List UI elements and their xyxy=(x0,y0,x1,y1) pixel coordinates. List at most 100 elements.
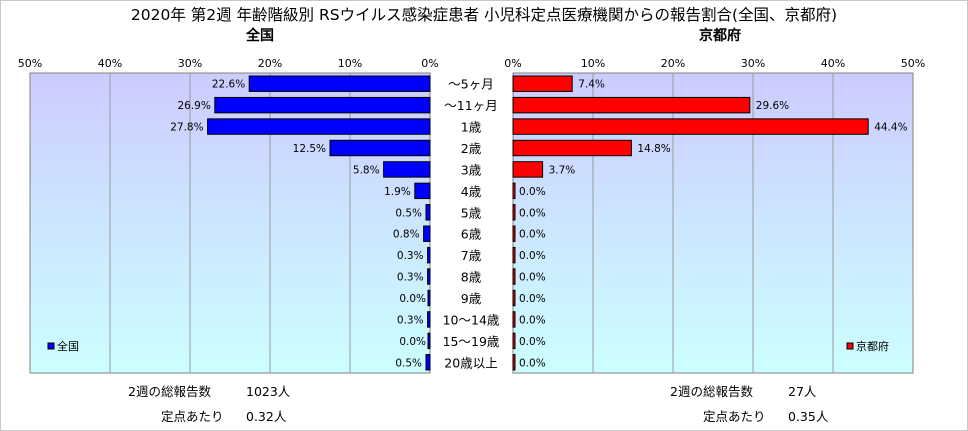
data-label-national: 0.0% xyxy=(399,336,426,348)
bar-national xyxy=(427,268,431,285)
category-label: 20歳以上 xyxy=(444,355,497,370)
x-tick-label-national: 40% xyxy=(98,57,122,70)
bar-kyoto xyxy=(512,289,516,307)
bar-kyoto xyxy=(512,75,573,92)
x-tick-label-kyoto: 50% xyxy=(901,57,925,70)
bar-kyoto xyxy=(512,161,544,178)
legend-label-kyoto: 京都府 xyxy=(856,339,889,353)
data-label-national: 0.8% xyxy=(393,229,420,241)
footer-per-site-label-kyoto: 定点あたり xyxy=(703,409,766,424)
data-label-national: 0.5% xyxy=(395,357,422,369)
legend-label-national: 全国 xyxy=(57,339,79,353)
footer-total-label-kyoto: 2週の総報告数 xyxy=(670,384,753,399)
data-label-national: 0.0% xyxy=(399,293,426,305)
bar-kyoto xyxy=(512,354,516,371)
chart-title: 2020年 第2週 年齢階級別 RSウイルス感染症患者 小児科定点医療機関からの… xyxy=(130,6,838,24)
x-tick-label-kyoto: 30% xyxy=(741,57,765,70)
bar-national xyxy=(425,204,431,221)
bar-national xyxy=(207,118,431,135)
footer-total-value-kyoto: 27人 xyxy=(788,384,817,399)
data-label-kyoto: 3.7% xyxy=(549,164,576,176)
category-label: 2歳 xyxy=(461,141,482,156)
data-label-national: 27.8% xyxy=(170,122,203,134)
category-label: ～5ヶ月 xyxy=(448,77,493,92)
bar-national xyxy=(427,311,431,328)
bar-national xyxy=(427,332,431,350)
footer-total-value-national: 1023人 xyxy=(246,384,291,399)
bar-national xyxy=(414,182,431,200)
footer-per-site-value-kyoto: 0.35人 xyxy=(788,409,829,424)
data-label-national: 5.8% xyxy=(353,164,380,176)
category-label: 5歳 xyxy=(461,205,482,220)
data-label-kyoto: 0.0% xyxy=(519,293,546,305)
x-tick-label-kyoto: 0% xyxy=(504,57,521,70)
bar-kyoto xyxy=(512,246,516,264)
bar-national xyxy=(427,246,431,264)
category-label: 10～14歳 xyxy=(443,312,500,327)
x-tick-label-national: 0% xyxy=(421,57,438,70)
data-label-national: 12.5% xyxy=(293,143,326,155)
subtitle-kyoto: 京都府 xyxy=(699,28,741,44)
bar-kyoto xyxy=(512,118,869,135)
bar-kyoto xyxy=(512,268,516,285)
data-label-kyoto: 44.4% xyxy=(874,122,907,134)
data-label-kyoto: 7.4% xyxy=(578,79,605,91)
x-tick-label-national: 30% xyxy=(178,57,202,70)
data-label-national: 0.3% xyxy=(397,272,424,284)
bar-kyoto xyxy=(512,204,516,221)
data-label-national: 26.9% xyxy=(177,100,210,112)
bar-kyoto xyxy=(512,332,516,350)
plot-area-kyoto xyxy=(512,72,914,374)
bar-kyoto xyxy=(512,225,516,242)
category-label: 3歳 xyxy=(461,162,482,177)
x-tick-label-national: 10% xyxy=(338,57,362,70)
data-label-national: 0.3% xyxy=(397,250,424,262)
data-label-kyoto: 0.0% xyxy=(519,207,546,219)
category-label: 7歳 xyxy=(461,248,482,263)
bar-national xyxy=(248,75,431,92)
bar-national xyxy=(425,354,431,371)
x-tick-label-national: 20% xyxy=(258,57,282,70)
category-label: 15～19歳 xyxy=(443,334,500,349)
legend-swatch-national xyxy=(47,342,55,350)
data-label-national: 0.3% xyxy=(397,314,424,326)
x-tick-label-kyoto: 20% xyxy=(661,57,685,70)
legend-swatch-kyoto xyxy=(846,342,854,350)
footer-per-site-value-national: 0.32人 xyxy=(246,409,287,424)
data-label-kyoto: 0.0% xyxy=(519,357,546,369)
footer-total-label-national: 2週の総報告数 xyxy=(128,384,211,399)
category-label: 9歳 xyxy=(461,291,482,306)
category-label: ～11ヶ月 xyxy=(444,98,497,113)
bar-national xyxy=(423,225,431,242)
data-label-kyoto: 0.0% xyxy=(519,250,546,262)
category-label: 8歳 xyxy=(461,270,482,285)
data-label-kyoto: 14.8% xyxy=(637,143,670,155)
data-label-kyoto: 0.0% xyxy=(519,336,546,348)
bar-kyoto xyxy=(512,311,516,328)
x-tick-label-kyoto: 40% xyxy=(821,57,845,70)
bar-national xyxy=(214,96,431,114)
plot-area-national xyxy=(29,72,431,374)
bar-national xyxy=(427,289,431,307)
data-label-kyoto: 0.0% xyxy=(519,229,546,241)
category-label: 4歳 xyxy=(461,184,482,199)
data-label-national: 22.6% xyxy=(212,79,245,91)
data-label-national: 0.5% xyxy=(395,207,422,219)
bar-kyoto xyxy=(512,96,751,114)
subtitle-national: 全国 xyxy=(246,28,274,44)
data-label-kyoto: 0.0% xyxy=(519,186,546,198)
data-label-national: 1.9% xyxy=(384,186,411,198)
bar-kyoto xyxy=(512,182,516,200)
bar-national xyxy=(383,161,431,178)
category-label: 6歳 xyxy=(461,227,482,242)
x-tick-label-national: 50% xyxy=(18,57,42,70)
footer-per-site-label-national: 定点あたり xyxy=(161,409,224,424)
data-label-kyoto: 0.0% xyxy=(519,314,546,326)
bar-national xyxy=(329,139,431,157)
data-label-kyoto: 29.6% xyxy=(756,100,789,112)
bar-kyoto xyxy=(512,139,632,157)
data-label-kyoto: 0.0% xyxy=(519,272,546,284)
x-tick-label-kyoto: 10% xyxy=(581,57,605,70)
category-label: 1歳 xyxy=(461,120,482,135)
